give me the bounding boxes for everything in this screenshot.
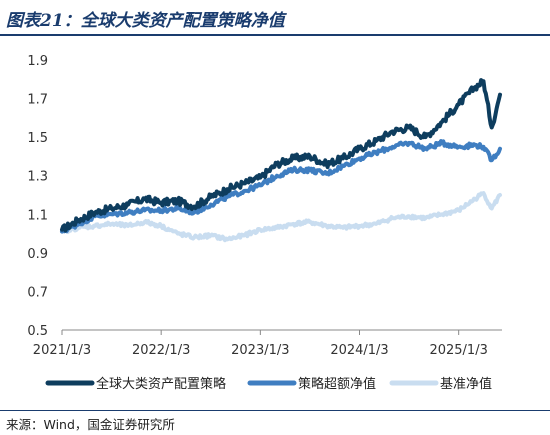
title-bar: 图表21：全球大类资产配置策略净值 — [0, 0, 550, 36]
y-tick-label: 1.5 — [27, 131, 48, 146]
x-tick-label: 2021/1/3 — [33, 343, 91, 358]
y-axis: 0.5 0.7 0.9 1.1 1.3 1.5 1.7 1.9 — [27, 54, 48, 339]
legend-label: 策略超额净值 — [298, 376, 376, 392]
x-tick-label: 2024/1/3 — [330, 343, 388, 358]
series-group — [60, 78, 502, 243]
y-tick-label: 0.7 — [27, 285, 48, 300]
legend-label: 全球大类资产配置策略 — [96, 376, 226, 392]
x-axis: 2021/1/3 2022/1/3 2023/1/3 2024/1/3 2025/1/3 — [33, 329, 502, 358]
series-line-2 — [60, 191, 502, 243]
chart-title: 图表21：全球大类资产配置策略净值 — [6, 11, 285, 31]
series-line-0 — [60, 78, 502, 233]
series-line-1 — [60, 139, 502, 234]
title-divider — [0, 34, 550, 36]
source-divider — [0, 410, 550, 411]
y-tick-label: 1.3 — [27, 170, 48, 185]
x-tick-label: 2025/1/3 — [429, 343, 487, 358]
legend-label: 基准净值 — [440, 376, 492, 392]
x-tick-label: 2022/1/3 — [132, 343, 190, 358]
source-note: 来源：Wind，国金证券研究所 — [6, 417, 175, 432]
x-tick-label: 2023/1/3 — [231, 343, 289, 358]
y-tick-label: 1.9 — [27, 54, 48, 69]
line-chart: 0.5 0.7 0.9 1.1 1.3 1.5 1.7 1.9 2021/1/3 2022/1/… — [27, 54, 502, 392]
y-tick-label: 1.7 — [27, 93, 48, 108]
y-tick-label: 0.5 — [27, 324, 48, 339]
y-tick-label: 0.9 — [27, 247, 48, 262]
legend: 全球大类资产配置策略 策略超额净值 基准净值 — [45, 376, 492, 392]
y-tick-label: 1.1 — [27, 208, 48, 223]
